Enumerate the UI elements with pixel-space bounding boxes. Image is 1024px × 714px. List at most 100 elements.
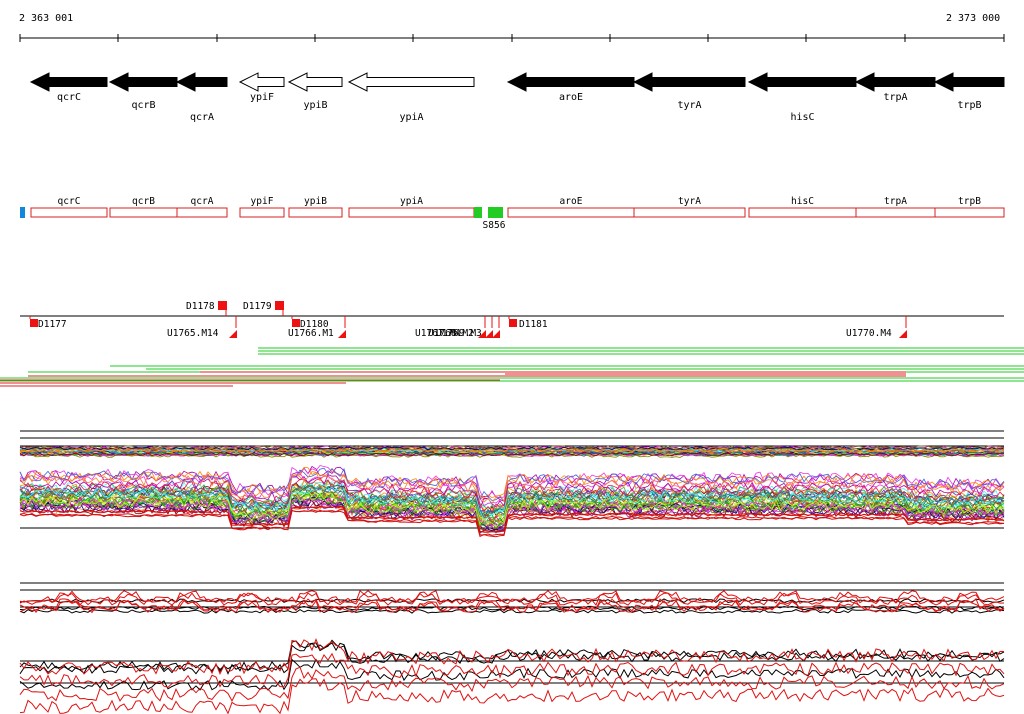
marker-D1180[interactable]: D1180: [291, 316, 329, 330]
marker-box[interactable]: [218, 301, 227, 310]
marker-box[interactable]: [275, 301, 284, 310]
feature-label-ypiB: ypiB: [304, 196, 327, 207]
marker-label: D1177: [38, 319, 67, 330]
gene-trpB[interactable]: trpB: [933, 72, 1005, 111]
gene-label-ypiB: ypiB: [303, 100, 327, 111]
gene-arrow-trpA[interactable]: [854, 72, 936, 92]
gene-trpA[interactable]: trpA: [854, 72, 936, 103]
gene-ypiB[interactable]: ypiB: [287, 72, 343, 111]
feature-trpB[interactable]: trpB: [934, 196, 1005, 218]
feature-label-ypiF: ypiF: [251, 196, 274, 207]
marker-box[interactable]: [30, 319, 38, 327]
marker-U1767.M4[interactable]: U1767.M4: [415, 316, 486, 339]
feature-track: qcrC qcrB qcrA ypiF ypiB ypiA aroE tyrA hisC trpA…: [20, 196, 1005, 231]
green-feature-mark-1[interactable]: [474, 207, 482, 218]
feature-tyrA[interactable]: tyrA: [633, 196, 746, 218]
gene-arrow-ypiA[interactable]: [347, 72, 475, 92]
gene-qcrA[interactable]: qcrA: [175, 72, 228, 123]
feature-box-qcrC[interactable]: [30, 207, 108, 218]
feature-qcrA[interactable]: qcrA: [176, 196, 228, 218]
marker-label: D1178: [186, 301, 215, 312]
gene-label-tyrA: tyrA: [677, 100, 701, 111]
feature-label-qcrB: qcrB: [132, 196, 155, 207]
feature-label-qcrC: qcrC: [58, 196, 81, 207]
feature-box-tyrA[interactable]: [633, 207, 746, 218]
feature-s856-label: S856: [483, 220, 506, 231]
coordinate-start-label: 2 363 001: [19, 13, 74, 24]
read-coverage-lines: [0, 347, 1024, 387]
marker-flag[interactable]: [485, 330, 493, 338]
marker-flag[interactable]: [899, 330, 907, 338]
gene-arrow-qcrA[interactable]: [175, 72, 228, 92]
marker-track: D1177 D1178 D1179 D1180 D1181 U1765.M14 U1766.…: [20, 301, 1004, 339]
feature-qcrC[interactable]: qcrC: [30, 196, 108, 218]
gene-track: qcrC qcrB qcrA ypiF ypiB ypiA aroE tyrA hisC trpA…: [29, 72, 1005, 123]
feature-ypiF[interactable]: ypiF: [239, 196, 285, 218]
marker-D1178[interactable]: D1178: [186, 301, 227, 316]
marker-D1177[interactable]: D1177: [29, 316, 67, 330]
gene-label-qcrC: qcrC: [57, 92, 81, 103]
marker-box[interactable]: [509, 319, 517, 327]
feature-label-trpB: trpB: [958, 196, 981, 207]
marker-label: U1769.M3: [436, 328, 482, 339]
feature-ypiA[interactable]: ypiA: [348, 196, 475, 218]
gene-arrow-hisC[interactable]: [747, 72, 857, 92]
gene-label-ypiF: ypiF: [250, 92, 274, 103]
marker-U1765.M14[interactable]: U1765.M14: [167, 316, 237, 339]
marker-box[interactable]: [292, 319, 300, 327]
marker-D1179[interactable]: D1179: [243, 301, 284, 316]
marker-flag[interactable]: [492, 330, 500, 338]
feature-label-trpA: trpA: [884, 196, 907, 207]
marker-U1769.M3[interactable]: U1769.M3: [436, 316, 500, 339]
feature-ypiB[interactable]: ypiB: [288, 196, 343, 218]
marker-D1181[interactable]: D1181: [508, 316, 548, 330]
gene-arrow-qcrC[interactable]: [29, 72, 108, 92]
gene-label-trpB: trpB: [957, 100, 981, 111]
green-feature-mark-2[interactable]: [488, 207, 503, 218]
feature-box-aroE[interactable]: [507, 207, 635, 218]
marker-label: U1765.M14: [167, 328, 219, 339]
marker-U1768.M2[interactable]: U1768.M2: [428, 316, 493, 339]
marker-flag[interactable]: [229, 330, 237, 338]
marker-flag[interactable]: [338, 330, 346, 338]
feature-label-ypiA: ypiA: [400, 196, 423, 207]
signal-profile-panel: [19, 582, 1005, 714]
gene-ypiA[interactable]: ypiA: [347, 72, 475, 123]
gene-tyrA[interactable]: tyrA: [632, 72, 746, 111]
gene-ypiF[interactable]: ypiF: [238, 72, 285, 103]
feature-box-ypiA[interactable]: [348, 207, 475, 218]
feature-box-trpA[interactable]: [855, 207, 936, 218]
marker-label: D1180: [300, 319, 329, 330]
feature-box-ypiF[interactable]: [239, 207, 285, 218]
gene-label-qcrA: qcrA: [190, 112, 214, 123]
feature-trpA[interactable]: trpA: [855, 196, 936, 218]
gene-aroE[interactable]: aroE: [506, 72, 635, 103]
gene-label-aroE: aroE: [559, 92, 583, 103]
gene-arrow-ypiF[interactable]: [238, 72, 285, 92]
gene-arrow-trpB[interactable]: [933, 72, 1005, 92]
marker-U1770.M4[interactable]: U1770.M4: [846, 316, 907, 339]
marker-flag[interactable]: [478, 330, 486, 338]
feature-box-trpB[interactable]: [934, 207, 1005, 218]
blue-feature-mark[interactable]: [20, 207, 25, 218]
feature-hisC[interactable]: hisC: [748, 196, 857, 218]
gene-arrow-ypiB[interactable]: [287, 72, 343, 92]
gene-arrow-tyrA[interactable]: [632, 72, 746, 92]
gene-qcrB[interactable]: qcrB: [108, 72, 178, 111]
gene-hisC[interactable]: hisC: [747, 72, 857, 123]
feature-box-qcrA[interactable]: [176, 207, 228, 218]
feature-box-qcrB[interactable]: [109, 207, 178, 218]
feature-box-ypiB[interactable]: [288, 207, 343, 218]
gene-qcrC[interactable]: qcrC: [29, 72, 108, 103]
feature-box-hisC[interactable]: [748, 207, 857, 218]
marker-label: U1770.M4: [846, 328, 892, 339]
gene-arrow-aroE[interactable]: [506, 72, 635, 92]
marker-label: U1766.M1: [288, 328, 334, 339]
marker-U1766.M1[interactable]: U1766.M1: [288, 316, 346, 339]
marker-label: U1767.M4: [415, 328, 461, 339]
feature-qcrB[interactable]: qcrB: [109, 196, 178, 218]
gene-label-qcrB: qcrB: [131, 100, 155, 111]
feature-label-hisC: hisC: [791, 196, 814, 207]
feature-aroE[interactable]: aroE: [507, 196, 635, 218]
gene-arrow-qcrB[interactable]: [108, 72, 178, 92]
